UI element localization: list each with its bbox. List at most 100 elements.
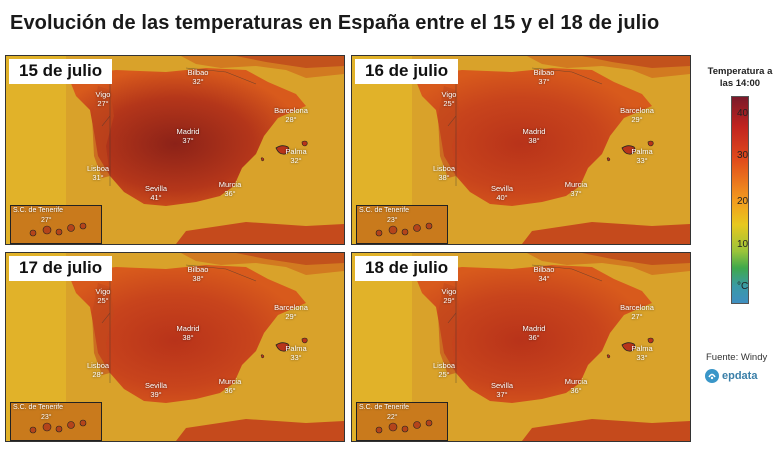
tenerife-inset-map [11, 206, 101, 243]
city-name: Barcelona [274, 303, 308, 312]
city-name: Madrid [176, 127, 200, 136]
city-temperature: 34° [538, 274, 550, 283]
city-temperature: 36° [570, 386, 582, 395]
city-name: Murcia [564, 180, 588, 189]
city-label-vigo: Vigo 25° [442, 90, 457, 108]
map-panel: 18 de julio Bilbao 34° Vigo 29° Barcelona 27° M… [351, 252, 691, 442]
city-name: Madrid [522, 324, 546, 333]
city-label-lisboa: Lisboa 25° [433, 361, 455, 379]
tenerife-label: S.C. de Tenerife [359, 404, 410, 411]
city-temperature: 39° [150, 390, 162, 399]
city-temperature: 38° [438, 173, 450, 182]
city-name: Barcelona [620, 106, 654, 115]
city-label-palma: Palma 32° [285, 147, 306, 165]
source-credit: Fuente: Windy [706, 352, 768, 363]
tenerife-inset: S.C. de Tenerife 27° [10, 205, 102, 244]
tenerife-inset-map [11, 403, 101, 440]
city-label-murcia: Murcia 36° [565, 377, 588, 395]
city-label-sevilla: Sevilla 41° [145, 184, 167, 202]
city-label-sevilla: Sevilla 39° [145, 381, 167, 399]
city-name: Lisboa [86, 164, 110, 173]
legend-tick-40: 40 [737, 108, 749, 119]
city-label-palma: Palma 33° [631, 344, 652, 362]
city-label-lisboa: Lisboa 31° [87, 164, 109, 182]
legend-tick-30: 30 [737, 150, 749, 161]
city-label-barcelona: Barcelona 29° [274, 303, 308, 321]
city-temperature: 29° [443, 296, 455, 305]
tenerife-inset: S.C. de Tenerife 22° [356, 402, 448, 441]
city-label-madrid: Madrid 38° [177, 324, 200, 342]
tenerife-inset-map [357, 206, 447, 243]
city-temperature: 33° [290, 353, 302, 362]
city-name: Palma [285, 147, 307, 156]
city-name: Lisboa [432, 164, 456, 173]
city-label-vigo: Vigo 27° [96, 90, 111, 108]
city-name: Sevilla [490, 381, 514, 390]
city-name: Bilbao [187, 265, 209, 274]
city-name: Barcelona [620, 303, 654, 312]
city-label-palma: Palma 33° [285, 344, 306, 362]
city-label-bilbao: Bilbao 34° [534, 265, 555, 283]
city-temperature: 38° [182, 333, 194, 342]
city-label-murcia: Murcia 36° [219, 180, 242, 198]
city-temperature: 41° [150, 193, 162, 202]
tenerife-label: S.C. de Tenerife [13, 207, 64, 214]
city-label-barcelona: Barcelona 28° [274, 106, 308, 124]
city-label-lisboa: Lisboa 38° [433, 164, 455, 182]
epdata-logo-text: epdata [722, 370, 758, 382]
city-temperature: 38° [528, 136, 540, 145]
city-label-sevilla: Sevilla 37° [491, 381, 513, 399]
tenerife-temperature: 22° [387, 414, 398, 421]
city-name: Lisboa [432, 361, 456, 370]
city-label-vigo: Vigo 29° [442, 287, 457, 305]
city-temperature: 32° [290, 156, 302, 165]
city-name: Madrid [522, 127, 546, 136]
city-temperature: 28° [92, 370, 104, 379]
city-name: Bilbao [533, 265, 555, 274]
city-temperature: 25° [97, 296, 109, 305]
city-label-barcelona: Barcelona 29° [620, 106, 654, 124]
city-temperature: 36° [224, 189, 236, 198]
city-name: Murcia [564, 377, 588, 386]
epdata-logo: epdata [705, 369, 757, 383]
city-name: Vigo [441, 90, 457, 99]
city-label-bilbao: Bilbao 32° [188, 68, 209, 86]
city-name: Vigo [95, 287, 111, 296]
epdata-logo-icon [705, 369, 719, 383]
map-panel: 16 de julio Bilbao 37° Vigo 25° Barcelona 29° M… [351, 55, 691, 245]
city-label-bilbao: Bilbao 38° [188, 265, 209, 283]
city-name: Madrid [176, 324, 200, 333]
city-label-barcelona: Barcelona 27° [620, 303, 654, 321]
city-label-lisboa: Lisboa 28° [87, 361, 109, 379]
city-name: Palma [285, 344, 307, 353]
city-name: Sevilla [490, 184, 514, 193]
city-temperature: 37° [182, 136, 194, 145]
city-temperature: 37° [496, 390, 508, 399]
city-temperature: 37° [570, 189, 582, 198]
tenerife-inset: S.C. de Tenerife 23° [356, 205, 448, 244]
city-name: Murcia [218, 377, 242, 386]
city-temperature: 31° [92, 173, 104, 182]
city-temperature: 25° [438, 370, 450, 379]
tenerife-temperature: 27° [41, 217, 52, 224]
legend-color-scale [731, 96, 749, 304]
city-name: Bilbao [187, 68, 209, 77]
city-name: Murcia [218, 180, 242, 189]
panel-date-label: 17 de julio [9, 256, 113, 281]
city-temperature: 40° [496, 193, 508, 202]
city-temperature: 29° [285, 312, 297, 321]
legend-title: Temperatura a las 14:00 [707, 66, 773, 89]
legend-tick-20: 20 [737, 196, 749, 207]
city-label-sevilla: Sevilla 40° [491, 184, 513, 202]
city-name: Barcelona [274, 106, 308, 115]
city-temperature: 27° [631, 312, 643, 321]
city-label-madrid: Madrid 37° [177, 127, 200, 145]
city-label-murcia: Murcia 37° [565, 180, 588, 198]
tenerife-temperature: 23° [387, 217, 398, 224]
city-temperature: 29° [631, 115, 643, 124]
city-temperature: 33° [636, 156, 648, 165]
city-name: Palma [631, 344, 653, 353]
tenerife-temperature: 23° [41, 414, 52, 421]
city-temperature: 25° [443, 99, 455, 108]
city-temperature: 33° [636, 353, 648, 362]
